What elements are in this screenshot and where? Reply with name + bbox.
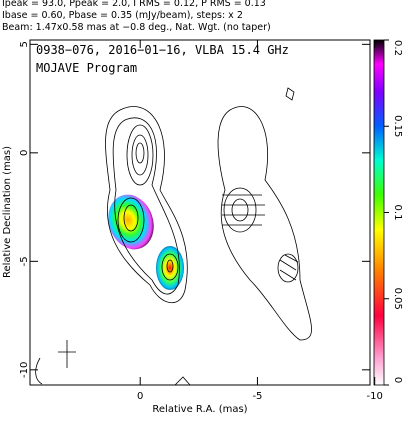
header: Ipeak = 93.0, Ppeak = 2.0, I RMS = 0.12,…: [2, 0, 271, 33]
x-tick-label: 0: [137, 391, 143, 402]
contours: [35, 87, 312, 386]
intensity-blob: [156, 246, 184, 290]
colorbar-tick-label: 0: [392, 377, 403, 383]
y-tick-label: -5: [19, 256, 30, 266]
header-line: Beam: 1.47x0.58 mas at −0.8 deg., Nat. W…: [2, 22, 271, 33]
header-line: Ipeak = 93.0, Ppeak = 2.0, I RMS = 0.12,…: [2, 0, 266, 9]
colorbar-tick-label: 0.1: [392, 205, 403, 221]
y-tick-label: 0: [19, 150, 30, 156]
colorbar-tick-label: 0.05: [392, 288, 403, 310]
x-tick-label: -5: [252, 391, 262, 402]
annotation: 0938−076, 2016−01−16, VLBA 15.4 GHz: [36, 43, 289, 57]
y-axis-label: Relative Declination (mas): [2, 146, 13, 278]
colorbar: [373, 39, 385, 386]
y-tick-label: 5: [19, 41, 30, 47]
x-tick-label: -10: [367, 391, 383, 402]
plot-frame: [29, 39, 371, 386]
colorbar-tick-label: 0.2: [392, 40, 403, 56]
annotation: MOJAVE Program: [36, 61, 137, 75]
y-tick-label: -10: [19, 362, 30, 378]
x-axis-label: Relative R.A. (mas): [152, 404, 247, 415]
header-line: Ibase = 0.60, Pbase = 0.35 (mJy/beam), s…: [2, 10, 243, 21]
colorbar-tick-label: 0.15: [392, 115, 403, 137]
image-content: [35, 87, 312, 386]
